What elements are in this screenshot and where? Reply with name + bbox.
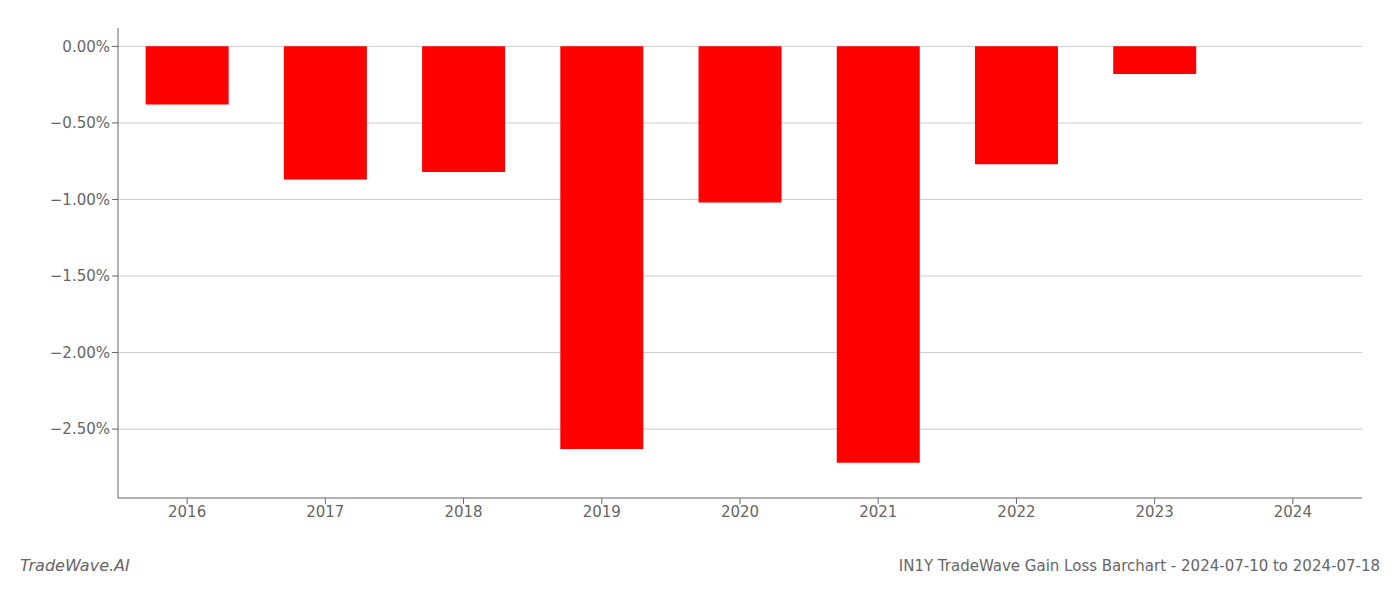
svg-text:0.00%: 0.00% — [62, 38, 110, 56]
svg-text:2017: 2017 — [306, 503, 344, 521]
svg-text:−2.50%: −2.50% — [50, 420, 110, 438]
svg-text:2022: 2022 — [997, 503, 1035, 521]
svg-text:2023: 2023 — [1136, 503, 1174, 521]
html-text:TradeWave.AI: TradeWave.AI — [20, 556, 130, 575]
svg-text:2020: 2020 — [721, 503, 759, 521]
html-text:IN1Y TradeWave Gain Loss Barch: IN1Y TradeWave Gain Loss Barchart - 2024… — [898, 557, 1380, 575]
svg-text:−1.50%: −1.50% — [50, 267, 110, 285]
svg-text:−0.50%: −0.50% — [50, 114, 110, 132]
svg-text:2018: 2018 — [444, 503, 482, 521]
svg-text:2021: 2021 — [859, 503, 897, 521]
svg-text:−2.00%: −2.00% — [50, 344, 110, 362]
svg-text:2016: 2016 — [168, 503, 206, 521]
svg-text:2024: 2024 — [1274, 503, 1312, 521]
svg-text:2019: 2019 — [583, 503, 621, 521]
svg-text:−1.00%: −1.00% — [50, 191, 110, 209]
